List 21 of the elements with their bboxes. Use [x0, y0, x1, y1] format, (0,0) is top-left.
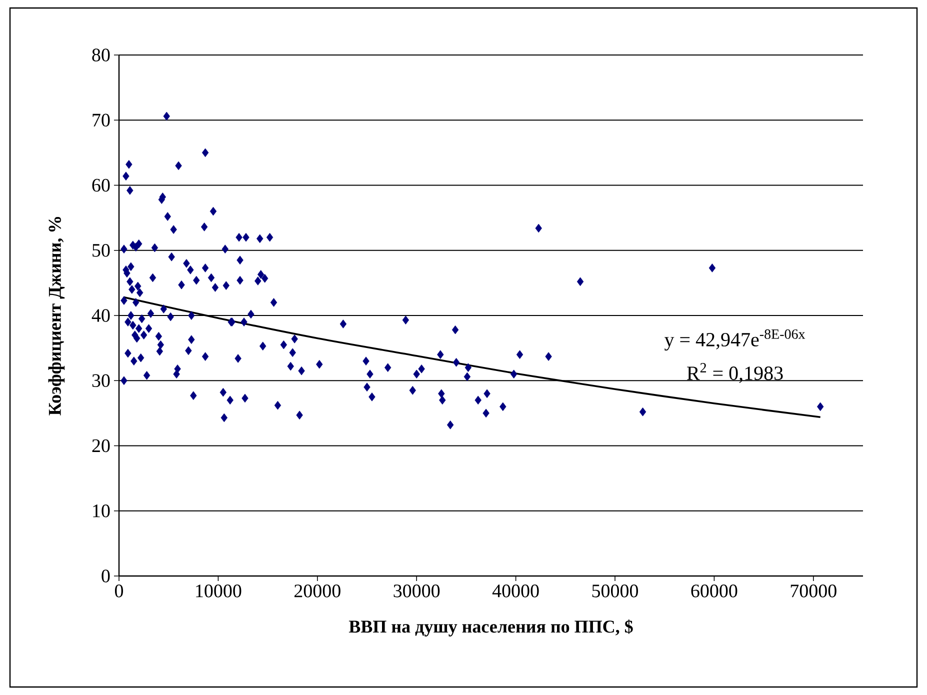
x-tick-label: 70000	[790, 584, 836, 598]
annotation: y = 42,947e$^{-8E-06x}$	[664, 329, 806, 351]
x-tick-label: 0	[114, 584, 124, 598]
x-tick-label: 60000	[691, 584, 738, 598]
x-tick-label: 30000	[394, 584, 440, 598]
x-tick-label: 20000	[294, 584, 340, 598]
x-tick-label: 10000	[196, 584, 242, 598]
y-tick-label: 60	[92, 178, 110, 192]
x-axis-title: ВВП на душу населения по ППС, $	[348, 620, 633, 636]
y-tick-label: 70	[92, 114, 110, 127]
y-tick-label: 0	[102, 570, 110, 582]
y-tick-label: 30	[92, 374, 110, 388]
y-tick-label: 80	[92, 48, 110, 62]
y-axis-title: Коэффициент Джини, %	[48, 217, 65, 416]
y-tick-label: 20	[92, 439, 110, 452]
y-tick-label: 10	[93, 504, 110, 518]
annotation: R$^{2}$ = 0,1983	[687, 363, 783, 383]
y-tick-label: 50	[92, 244, 110, 257]
x-tick-label: 40000	[492, 584, 539, 598]
y-tick-label: 40	[92, 309, 110, 322]
x-tick-label: 50000	[592, 584, 638, 598]
